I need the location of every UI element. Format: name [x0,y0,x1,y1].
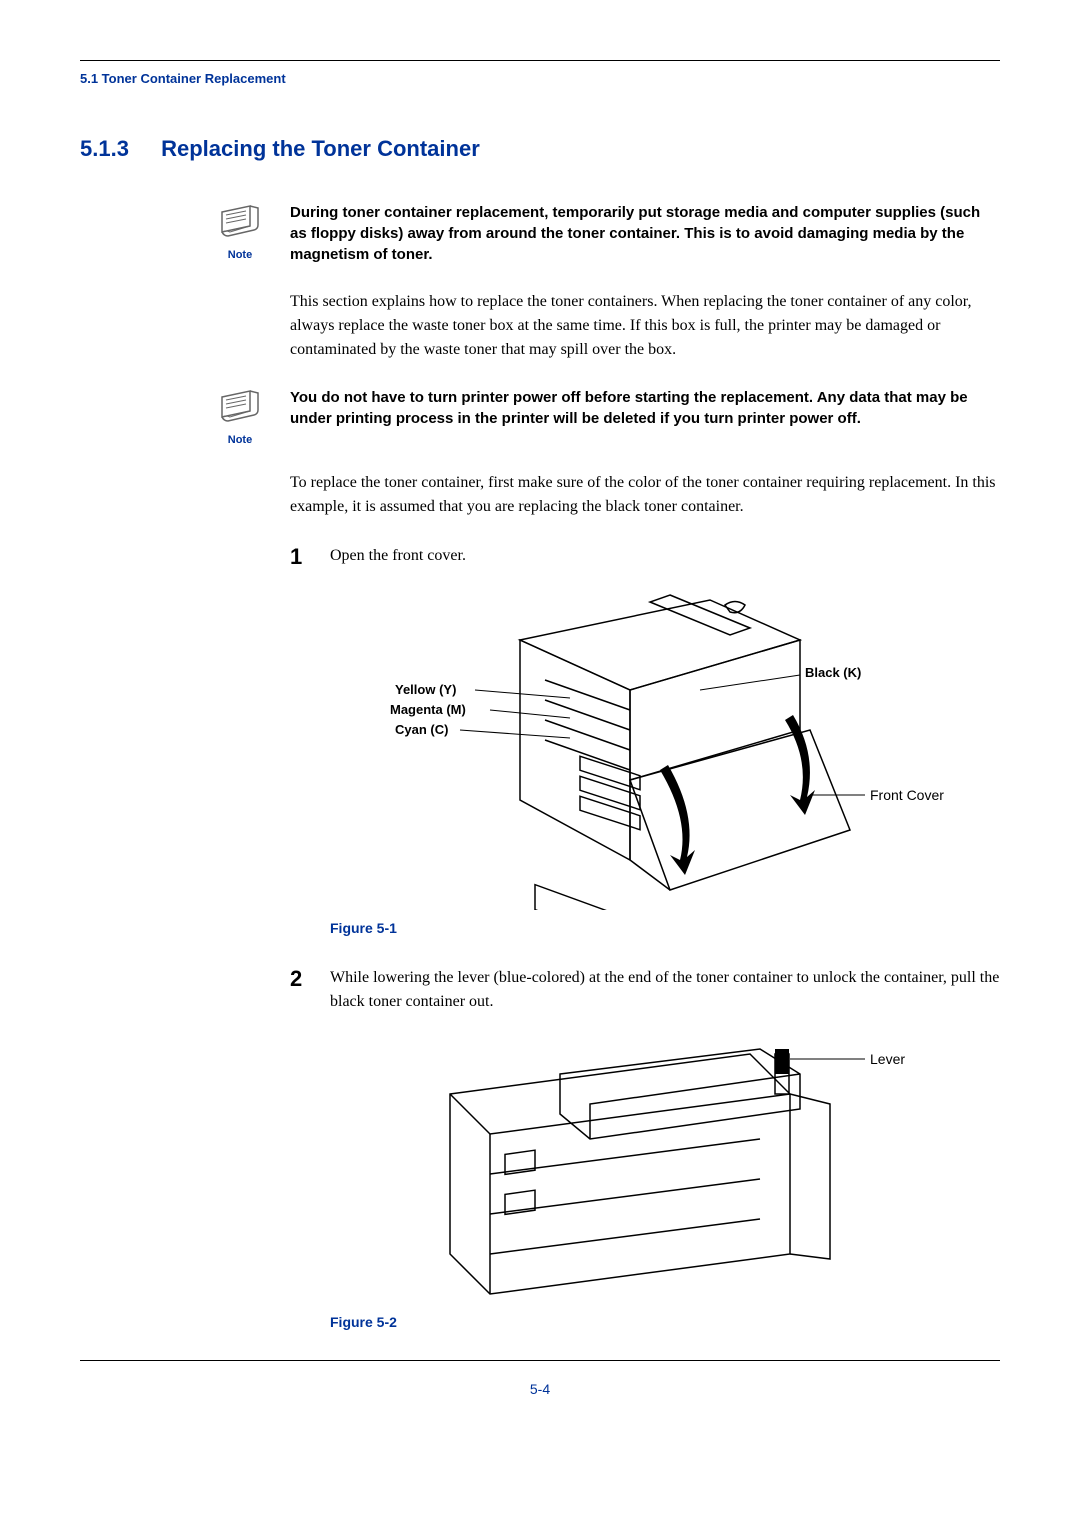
note-text: You do not have to turn printer power of… [290,387,1000,429]
step-row: 1 Open the front cover. [290,544,1000,570]
top-rule [80,60,1000,61]
section-heading: 5.1.3 Replacing the Toner Container [80,136,1000,162]
figure-label-yellow: Yellow (Y) [395,682,456,697]
figure-1-caption: Figure 5-1 [330,920,1000,936]
note-block: Note You do not have to turn printer pow… [210,387,1000,446]
step-text: Open the front cover. [330,544,466,568]
figure-label-cyan: Cyan (C) [395,722,448,737]
body-paragraph: To replace the toner container, first ma… [290,471,1000,519]
note-label: Note [210,434,270,446]
figure-label-magenta: Magenta (M) [390,702,466,717]
step-number: 2 [290,966,330,992]
note-icon [216,202,264,242]
note-block: Note During toner container replacement,… [210,202,1000,265]
toner-removal-diagram-icon [330,1024,930,1304]
figure-2-caption: Figure 5-2 [330,1314,1000,1330]
step-number: 1 [290,544,330,570]
page-container: 5.1 Toner Container Replacement 5.1.3 Re… [0,0,1080,1437]
figure-2: Lever [330,1024,1000,1304]
printer-diagram-icon [330,580,930,910]
figure-label-lever: Lever [870,1051,905,1067]
figure-1: Yellow (Y) Magenta (M) Cyan (C) Black (K… [330,580,1000,910]
figure-label-frontcover: Front Cover [870,787,944,803]
section-title: Replacing the Toner Container [161,136,480,161]
step-row: 2 While lowering the lever (blue-colored… [290,966,1000,1014]
figure-label-black: Black (K) [805,665,861,680]
note-icon-column: Note [210,202,270,261]
note-icon-column: Note [210,387,270,446]
section-number: 5.1.3 [80,136,155,162]
note-text: During toner container replacement, temp… [290,202,1000,265]
body-paragraph: This section explains how to replace the… [290,290,1000,362]
page-number: 5-4 [80,1381,1000,1397]
note-label: Note [210,249,270,261]
note-icon [216,387,264,427]
running-header: 5.1 Toner Container Replacement [80,71,1000,86]
step-text: While lowering the lever (blue-colored) … [330,966,1000,1014]
bottom-rule [80,1360,1000,1361]
